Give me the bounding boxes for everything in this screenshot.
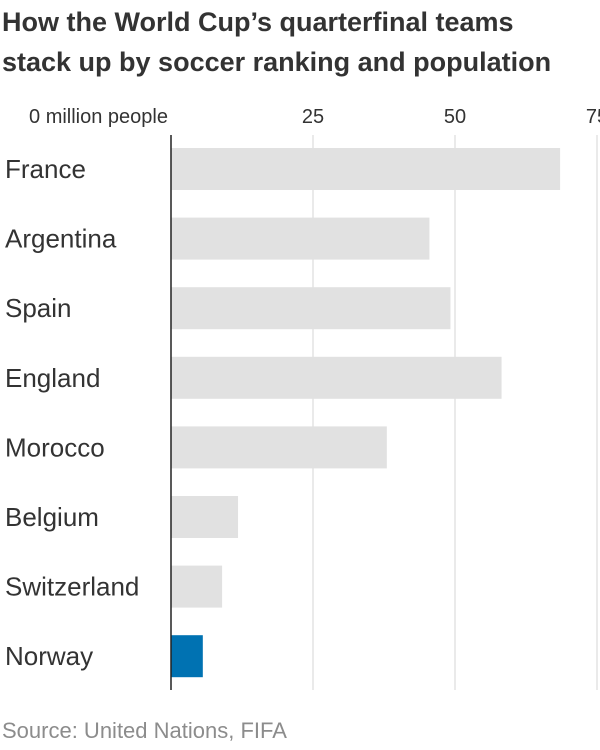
bar-spain xyxy=(171,287,451,330)
bar-england xyxy=(171,356,502,399)
category-label-argentina: Argentina xyxy=(5,224,117,254)
bar-norway xyxy=(171,635,203,678)
chart-title-line-2: stack up by soccer ranking and populatio… xyxy=(2,47,552,77)
x-tick-label-75: 75 xyxy=(586,106,600,128)
category-label-england: England xyxy=(5,363,100,393)
chart-title-line-1: How the World Cup’s quarterfinal teams xyxy=(2,7,514,37)
category-label-norway: Norway xyxy=(5,641,93,671)
bar-argentina xyxy=(171,217,430,260)
source-note: Source: United Nations, FIFA xyxy=(2,718,287,743)
chart-title: How the World Cup’s quarterfinal teams s… xyxy=(2,2,592,82)
category-label-spain: Spain xyxy=(5,293,72,323)
category-label-france: France xyxy=(5,154,86,184)
bar-belgium xyxy=(171,496,239,538)
x-tick-label-25: 25 xyxy=(302,106,324,128)
population-bar-chart: 0 million people 25 50 75 France Argentina Spa… xyxy=(5,106,600,690)
bar-france xyxy=(171,148,561,190)
category-label-switzerland: Switzerland xyxy=(5,572,139,602)
x-tick-label-0: 0 million people xyxy=(29,106,168,128)
category-label-morocco: Morocco xyxy=(5,432,105,462)
bar-morocco xyxy=(171,426,387,469)
bar-switzerland xyxy=(171,565,223,608)
category-label-belgium: Belgium xyxy=(5,502,99,532)
x-tick-label-50: 50 xyxy=(444,106,466,128)
